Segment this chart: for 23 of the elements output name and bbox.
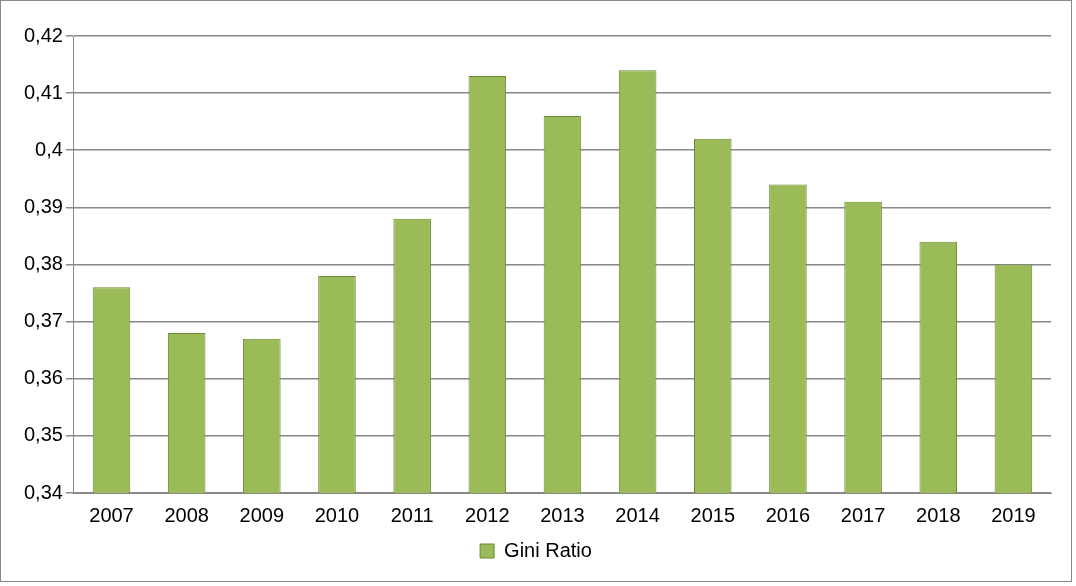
y-tick-label: 0,39 xyxy=(23,194,63,217)
y-tick-label: 0,38 xyxy=(23,252,63,275)
x-tick-label: 2014 xyxy=(615,503,660,526)
x-tick-label: 2016 xyxy=(765,503,811,526)
x-tick-label: 2013 xyxy=(540,503,585,526)
x-tick-label: 2008 xyxy=(164,503,209,526)
y-tick-label: 0,41 xyxy=(23,80,63,103)
x-tick-label: 2017 xyxy=(840,503,886,526)
legend-label: Gini Ratio xyxy=(504,538,592,561)
x-tick-label: 2011 xyxy=(390,503,434,526)
y-tick-label: 0,42 xyxy=(23,23,63,46)
x-tick-label: 2015 xyxy=(690,503,736,526)
y-tick-label: 0,4 xyxy=(35,137,63,160)
y-tick-label: 0,34 xyxy=(23,480,63,503)
x-tick-label: 2018 xyxy=(916,503,961,526)
y-tick-label: 0,35 xyxy=(23,423,63,446)
x-tick-label: 2009 xyxy=(239,503,285,526)
x-tick-label: 2012 xyxy=(465,503,510,526)
y-tick-label: 0,37 xyxy=(23,309,63,332)
x-tick-label: 2010 xyxy=(314,503,360,526)
y-tick-label: 0,36 xyxy=(23,366,63,389)
x-tick-label: 2007 xyxy=(89,503,134,526)
x-tick-label: 2019 xyxy=(991,503,1036,526)
